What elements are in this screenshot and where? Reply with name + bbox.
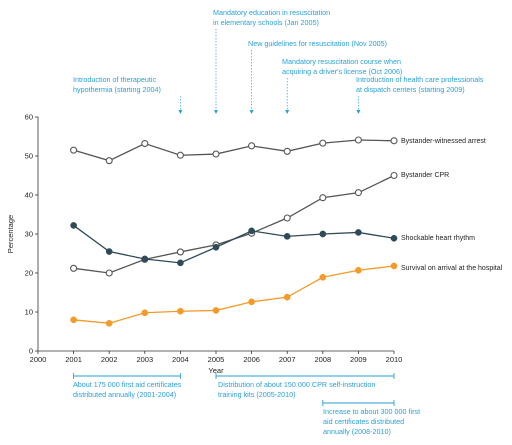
data-point bbox=[319, 194, 327, 202]
data-point bbox=[212, 243, 220, 251]
x-tick-label: 2001 bbox=[65, 355, 82, 364]
data-point bbox=[176, 151, 184, 159]
series-line bbox=[73, 139, 395, 162]
data-point bbox=[355, 229, 362, 236]
series-line bbox=[73, 265, 395, 324]
data-point bbox=[105, 319, 113, 327]
series-label: Shockable heart rhythm bbox=[401, 235, 475, 242]
data-point bbox=[390, 137, 398, 145]
top-annotation-arrow bbox=[356, 110, 361, 114]
data-point bbox=[70, 222, 77, 229]
data-point bbox=[319, 139, 327, 147]
top-annotation-text: hypothermia (starting 2004) bbox=[73, 85, 161, 94]
top-annotation-arrow bbox=[249, 110, 254, 114]
data-point bbox=[105, 248, 113, 255]
data-point bbox=[248, 142, 256, 150]
data-point bbox=[319, 230, 327, 238]
x-tick-label: 2004 bbox=[172, 355, 189, 364]
y-tick-label: 0 bbox=[29, 347, 33, 356]
x-tick-label: 2005 bbox=[208, 355, 225, 364]
data-point bbox=[354, 189, 362, 197]
bottom-annotation-text: Increase to about 300 000 first bbox=[323, 407, 420, 416]
data-point bbox=[70, 316, 77, 324]
y-tick-label: 10 bbox=[25, 308, 33, 317]
series-line bbox=[73, 224, 395, 264]
data-point bbox=[248, 298, 255, 306]
top-annotation-text: Introduction of health care professional… bbox=[356, 75, 484, 84]
top-annotation-arrow bbox=[178, 110, 183, 114]
data-point bbox=[141, 309, 149, 317]
data-point bbox=[70, 146, 78, 154]
data-point bbox=[283, 293, 291, 301]
data-point bbox=[355, 266, 362, 274]
top-annotation-text: acquiring a driver's license (Oct 2006) bbox=[282, 67, 402, 76]
data-point bbox=[105, 157, 113, 165]
top-annotation-text: in elementary schools (Jan 2005) bbox=[213, 18, 319, 27]
data-point bbox=[354, 136, 362, 144]
data-point bbox=[70, 264, 78, 272]
data-point bbox=[390, 262, 398, 270]
bottom-annotation: About 175 000 first aid certificatesdist… bbox=[73, 373, 182, 399]
y-tick-label: 50 bbox=[25, 152, 33, 161]
y-tick-label: 30 bbox=[25, 230, 33, 239]
top-annotation: Mandatory resuscitation course whenacqui… bbox=[282, 57, 402, 114]
data-point bbox=[319, 273, 327, 281]
series-label: Survival on arrival at the hospital bbox=[401, 265, 503, 272]
bottom-annotation-text: distributed annually (2001-2004) bbox=[73, 390, 176, 399]
top-annotation-text: New guidelines for resuscitation (Nov 20… bbox=[248, 39, 387, 48]
series-2 bbox=[70, 222, 398, 267]
x-axis-label: Year bbox=[208, 366, 224, 375]
data-point bbox=[177, 307, 184, 315]
x-tick-label: 2002 bbox=[101, 355, 118, 364]
top-annotation-text: Mandatory education in resuscitation bbox=[213, 8, 330, 17]
x-tick-label: 2006 bbox=[243, 355, 260, 364]
y-tick-label: 60 bbox=[25, 113, 33, 122]
data-point bbox=[212, 150, 220, 158]
bottom-annotation-text: training kits (2005-2010) bbox=[218, 390, 296, 399]
data-point bbox=[105, 269, 113, 277]
data-point bbox=[212, 307, 220, 314]
series-label: Bystander CPR bbox=[401, 172, 449, 179]
data-point bbox=[390, 234, 398, 242]
data-point bbox=[390, 171, 398, 180]
series-label: Bystander-witnessed arrest bbox=[401, 138, 486, 145]
top-annotation-arrow bbox=[214, 110, 218, 114]
data-point bbox=[177, 259, 184, 267]
x-tick-label: 2010 bbox=[386, 355, 403, 364]
top-annotation-text: Mandatory resuscitation course when bbox=[282, 57, 401, 66]
top-annotation: Introduction of health care professional… bbox=[356, 75, 484, 114]
x-tick-label: 2007 bbox=[279, 355, 296, 364]
data-point bbox=[283, 214, 291, 222]
top-annotation-text: at dispatch centers (starting 2009) bbox=[356, 85, 465, 94]
y-tick-label: 40 bbox=[25, 191, 33, 200]
series-1 bbox=[70, 171, 398, 277]
data-point bbox=[141, 255, 149, 263]
series-line bbox=[73, 174, 395, 274]
bottom-annotation-text: About 175 000 first aid certificates bbox=[73, 380, 182, 389]
data-point bbox=[141, 139, 149, 148]
bottom-annotation-text: Distribution of about 150 000 CPR self-i… bbox=[218, 380, 375, 389]
x-tick-label: 2008 bbox=[314, 355, 331, 364]
data-point bbox=[283, 232, 291, 240]
data-point bbox=[248, 227, 255, 235]
bottom-annotation: Distribution of about 150 000 CPR self-i… bbox=[215, 373, 395, 399]
x-tick-label: 2009 bbox=[350, 355, 367, 364]
y-tick-label: 20 bbox=[25, 269, 33, 278]
top-annotation: New guidelines for resuscitation (Nov 20… bbox=[248, 39, 387, 114]
x-tick-label: 2003 bbox=[136, 355, 153, 364]
series-3 bbox=[70, 262, 398, 327]
y-axis-label: Percentage bbox=[6, 215, 15, 253]
x-tick-label: 2000 bbox=[30, 355, 47, 364]
series-0 bbox=[70, 136, 398, 165]
bottom-annotation-text: annually (2008-2010) bbox=[323, 427, 391, 436]
top-annotation-arrow bbox=[285, 110, 290, 114]
data-point bbox=[176, 248, 184, 256]
bottom-annotation-text: aid certificates distributed bbox=[323, 417, 404, 426]
data-point bbox=[283, 147, 291, 155]
top-annotation-text: Introduction of therapeutic bbox=[73, 75, 157, 84]
